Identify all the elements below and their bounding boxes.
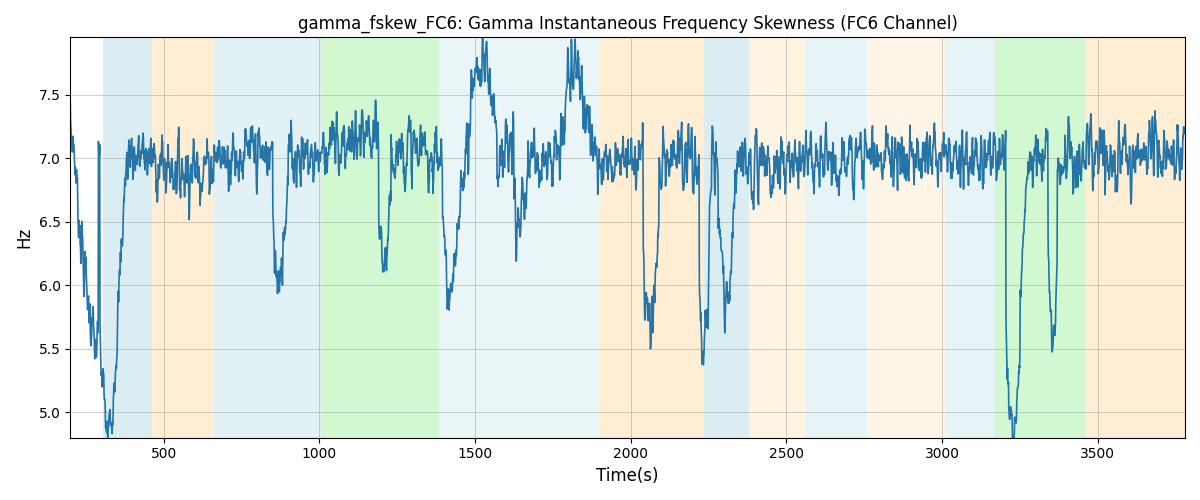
Bar xyxy=(214,38,320,438)
Bar xyxy=(1085,38,1186,438)
Bar xyxy=(805,38,868,438)
Bar xyxy=(439,38,600,438)
Bar xyxy=(995,38,1085,438)
Title: gamma_fskew_FC6: Gamma Instantaneous Frequency Skewness (FC6 Channel): gamma_fskew_FC6: Gamma Instantaneous Fre… xyxy=(298,15,958,34)
Bar xyxy=(152,38,214,438)
Bar xyxy=(704,38,749,438)
Bar xyxy=(749,38,805,438)
Y-axis label: Hz: Hz xyxy=(16,227,34,248)
Bar xyxy=(320,38,439,438)
Bar xyxy=(600,38,704,438)
X-axis label: Time(s): Time(s) xyxy=(596,467,659,485)
Bar xyxy=(103,38,152,438)
Bar xyxy=(946,38,995,438)
Bar xyxy=(868,38,946,438)
